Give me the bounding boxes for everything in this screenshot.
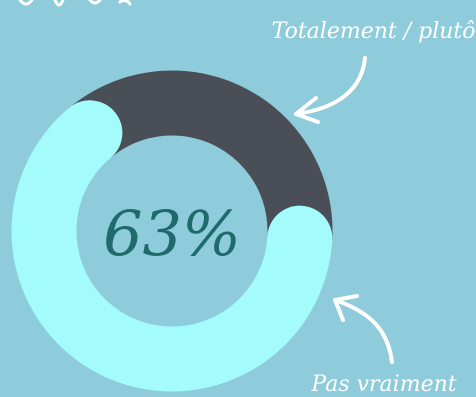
arrow-bottom-head: [333, 294, 359, 322]
annotation-label-bottom: Pas vraiment: [310, 372, 456, 397]
arrow-bottom-icon: [333, 298, 394, 364]
annotation-label-top: Totalement / plutôt: [272, 19, 476, 44]
cropped-top-text: [18, 0, 132, 7]
donut-ring: [11, 70, 333, 392]
arrow-top-head: [294, 96, 320, 124]
slice-totalement-plutot: [11, 70, 333, 392]
center-percentage-label: 63%: [103, 197, 241, 270]
arrow-top-icon: [294, 56, 367, 116]
